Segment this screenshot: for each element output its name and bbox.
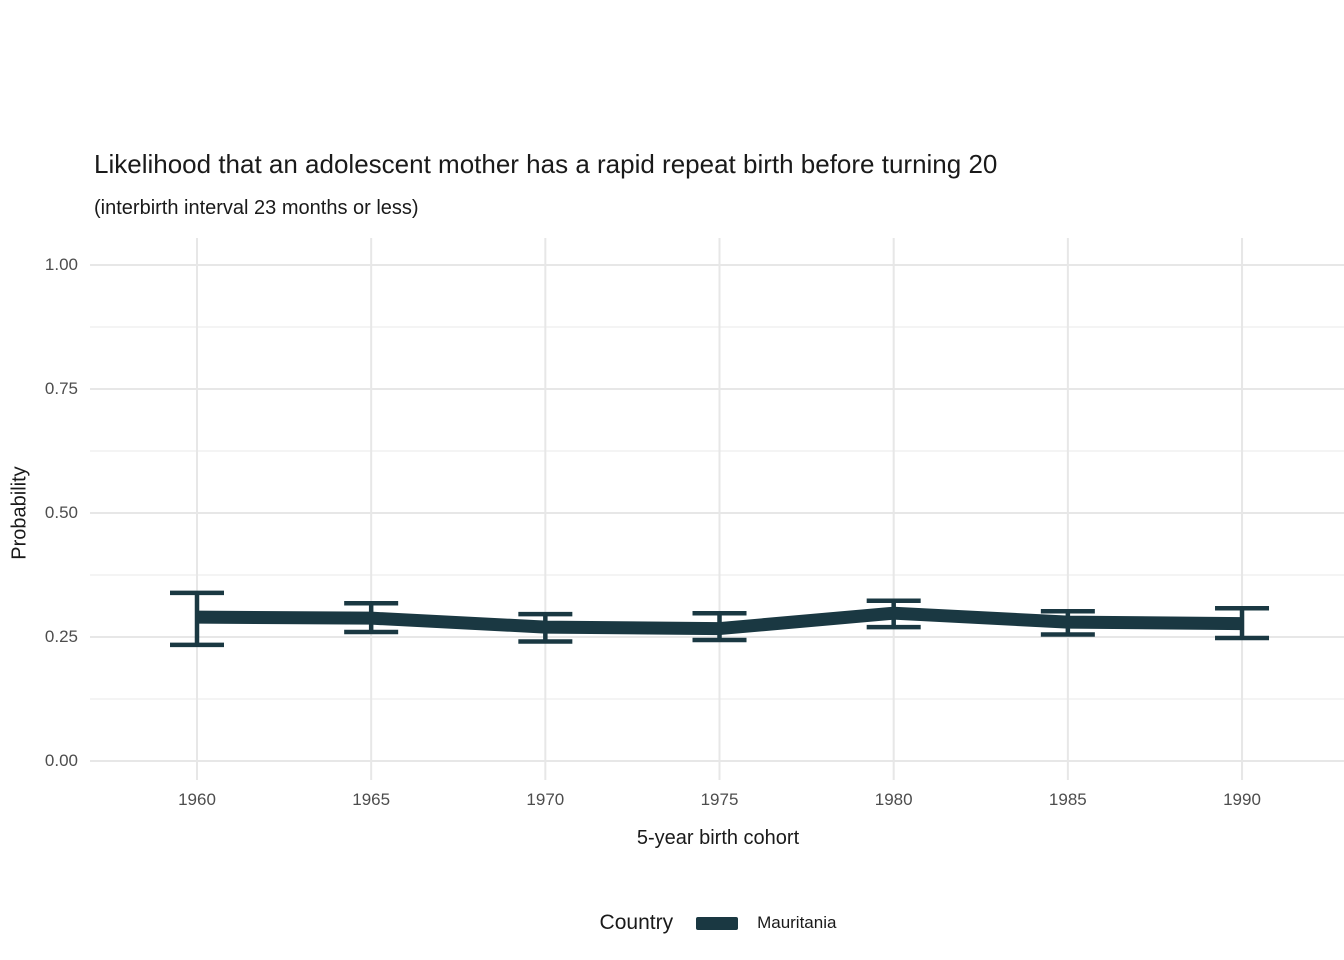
y-tick-label: 1.00: [44, 255, 78, 274]
legend-label-mauritania: Mauritania: [757, 913, 837, 932]
legend-swatch-mauritania: [696, 916, 739, 930]
x-tick-label: 1970: [526, 790, 565, 809]
y-tick-label: 0.00: [44, 751, 78, 770]
y-tick-label: 0.75: [44, 379, 78, 398]
x-tick-label: 1990: [1223, 790, 1261, 809]
gridlines-major: [90, 238, 1344, 780]
gridlines-minor: [90, 326, 1344, 700]
chart-title: Likelihood that an adolescent mother has…: [94, 149, 998, 179]
y-tick-label: 0.25: [44, 627, 78, 646]
x-tick-label: 1975: [700, 790, 739, 809]
x-tick-label: 1985: [1048, 790, 1087, 809]
series-line-mauritania: [196, 606, 1243, 636]
chart-subtitle: (interbirth interval 23 months or less): [94, 197, 419, 219]
x-tick-label: 1960: [178, 790, 216, 809]
x-axis-title: 5-year birth cohort: [636, 827, 800, 849]
x-tick-label: 1980: [874, 790, 913, 809]
y-tick-label: 0.50: [44, 503, 78, 522]
legend: Country Mauritania: [92, 905, 1344, 941]
x-tick-label: 1965: [352, 790, 391, 809]
legend-title: Country: [599, 911, 674, 934]
error-bars-mauritania: [170, 590, 1270, 648]
